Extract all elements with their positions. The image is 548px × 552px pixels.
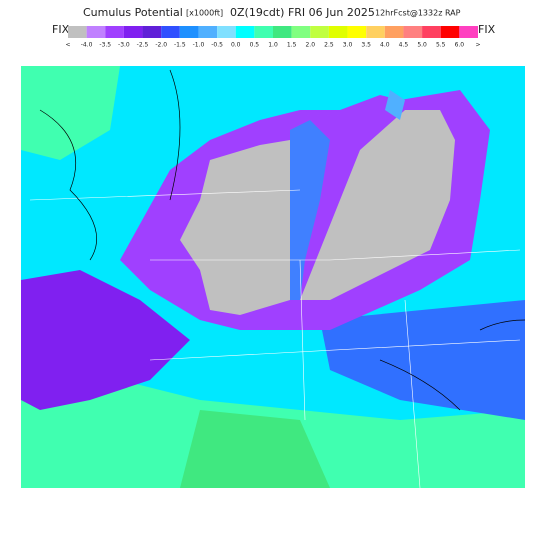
colorbar-box (86, 26, 106, 38)
colorbar-label: 0.5 (250, 42, 260, 49)
colorbar-box (291, 26, 311, 38)
colorbar-label: 2.0 (305, 42, 315, 49)
colorbar-box (328, 26, 348, 38)
colorbar-box (422, 26, 441, 38)
colorbar-label: 2.5 (324, 42, 334, 49)
colorbar-label: -1.5 (174, 42, 186, 49)
colorbar-label: -1.0 (193, 42, 205, 49)
colorbar-label: 1.5 (287, 42, 297, 49)
colorbar-box (347, 26, 367, 38)
title: Cumulus Potential (83, 6, 183, 19)
run-info: 12hrFcst@1332z RAP (375, 9, 461, 18)
colorbar-box (68, 26, 87, 38)
colorbar-box (384, 26, 404, 38)
colorbar-box (459, 26, 478, 38)
colorbar-label: -3.5 (99, 42, 111, 49)
colorbar-label: 4.0 (380, 42, 390, 49)
colorbar-box (179, 26, 199, 38)
colorbar: < -4.0 -3.5 -3.0 -2.5 -2.0 -1.5 -1.0 -0.5 0.0 0.5 1… (65, 26, 481, 49)
colorbar-box (198, 26, 218, 38)
colorbar-box (142, 26, 162, 38)
colorbar-box (254, 26, 273, 38)
colorbar-label: 5.5 (436, 42, 446, 49)
colorbar-label: -2.0 (155, 42, 167, 49)
colorbar-label: -3.0 (118, 42, 130, 49)
valid-time: 0Z(19cdt) FRI 06 Jun 2025 (230, 6, 375, 19)
colorbar-box (273, 26, 292, 38)
colorbar-box (366, 26, 385, 38)
colorbar-label: 1.0 (268, 42, 278, 49)
fix-left: FIX (52, 23, 70, 36)
colorbar-label: 6.0 (455, 42, 465, 49)
colorbar-box (440, 26, 460, 38)
colorbar-box (403, 26, 423, 38)
colorbar-label: -2.5 (137, 42, 149, 49)
units: [x1000ft] (186, 9, 223, 18)
colorbar-label: 3.5 (361, 42, 371, 49)
colorbar-label: 5.0 (417, 42, 427, 49)
colorbar-box (235, 26, 255, 38)
colorbar-label: 0.0 (231, 42, 241, 49)
colorbar-box (105, 26, 124, 38)
fix-right: FIX (478, 23, 496, 36)
colorbar-box (310, 26, 329, 38)
colorbar-label: -0.5 (211, 42, 223, 49)
colorbar-box (217, 26, 236, 38)
colorbar-label: 3.0 (343, 42, 353, 49)
colorbar-box (123, 26, 143, 38)
colorbar-label: < (65, 42, 70, 49)
colorbar-label: -4.0 (81, 42, 93, 49)
colorbar-box (161, 26, 180, 38)
colorbar-label: 4.5 (399, 42, 409, 49)
map (21, 66, 526, 489)
colorbar-label: > (475, 42, 480, 49)
